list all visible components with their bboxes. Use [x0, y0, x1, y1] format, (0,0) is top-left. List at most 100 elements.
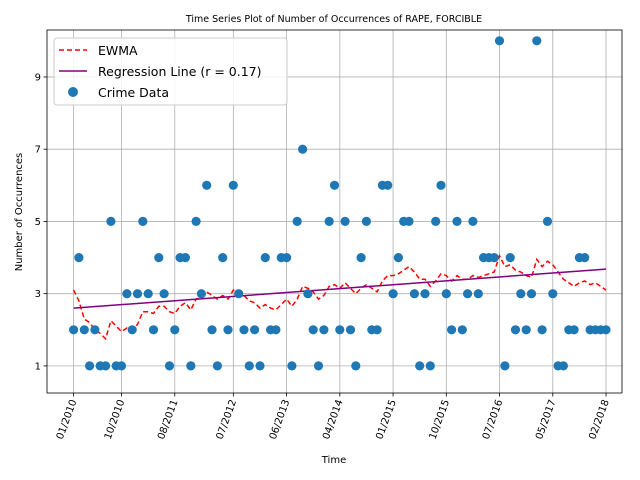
data-point: [143, 289, 153, 299]
data-point: [431, 216, 441, 226]
y-tick-label: 9: [35, 72, 41, 83]
data-point: [308, 325, 318, 335]
data-point: [580, 253, 590, 263]
data-point: [138, 216, 148, 226]
data-point: [69, 325, 79, 335]
data-point: [239, 325, 249, 335]
plot-frame: [46, 29, 623, 394]
legend-ewma-label: EWMA: [98, 43, 138, 58]
data-point: [180, 253, 190, 263]
y-tick-label: 5: [35, 217, 41, 228]
data-point: [521, 325, 531, 335]
x-axis-label: Time: [321, 455, 346, 466]
data-point: [351, 361, 361, 371]
data-point: [122, 289, 132, 299]
legend-crime-data-label: Crime Data: [98, 85, 169, 100]
data-point: [409, 289, 419, 299]
data-point: [372, 325, 382, 335]
data-point: [191, 216, 201, 226]
data-point: [228, 180, 238, 190]
data-point: [85, 361, 95, 371]
data-point: [425, 361, 435, 371]
data-point: [532, 36, 542, 46]
data-point: [526, 289, 537, 299]
data-point: [260, 253, 270, 263]
data-point: [282, 253, 292, 263]
data-point: [601, 325, 611, 335]
y-tick-label: 3: [35, 289, 41, 300]
data-point: [116, 361, 127, 371]
data-point: [468, 216, 478, 226]
data-point: [415, 361, 425, 371]
data-point: [452, 216, 462, 226]
data-point: [340, 216, 350, 226]
data-point: [74, 253, 84, 263]
data-point: [500, 361, 510, 371]
data-point: [345, 325, 356, 335]
data-point: [90, 325, 100, 335]
data-point: [159, 289, 169, 299]
data-point: [463, 289, 473, 299]
data-point: [303, 289, 313, 299]
legend-box: [53, 37, 288, 106]
data-point: [186, 361, 196, 371]
data-point: [271, 325, 281, 335]
data-point: [457, 325, 467, 335]
data-point: [329, 180, 340, 190]
legend-regression-label: Regression Line (r = 0.17): [98, 64, 262, 79]
data-point: [244, 361, 254, 371]
data-point: [383, 180, 393, 190]
regression-line: [73, 268, 607, 309]
data-point: [356, 253, 366, 263]
crime-data-series: [69, 36, 611, 371]
data-point: [436, 180, 446, 190]
data-point: [473, 289, 483, 299]
data-point: [494, 36, 505, 46]
y-axis-label: Number of Occurrences: [14, 153, 25, 272]
data-point: [537, 325, 547, 335]
data-point: [132, 289, 143, 299]
data-point: [148, 325, 159, 335]
data-point: [255, 361, 265, 371]
data-point: [516, 289, 526, 299]
data-point: [212, 361, 222, 371]
data-point: [292, 216, 302, 226]
data-point: [510, 325, 521, 335]
data-point: [393, 253, 403, 263]
data-point: [542, 216, 553, 226]
data-point: [324, 216, 334, 226]
data-point: [106, 216, 116, 226]
data-point: [223, 325, 233, 335]
data-point: [558, 361, 569, 371]
data-point: [79, 325, 89, 335]
y-tick-label: 1: [35, 361, 41, 372]
data-point: [218, 253, 228, 263]
data-point: [361, 216, 371, 226]
legend-crime-data-swatch: [68, 87, 78, 97]
data-point: [101, 361, 111, 371]
data-point: [234, 289, 244, 299]
data-point: [287, 361, 297, 371]
data-point: [441, 289, 451, 299]
data-point: [569, 325, 579, 335]
legend: EWMA Regression Line (r = 0.17) Crime Da…: [53, 37, 288, 106]
data-point: [298, 144, 308, 154]
data-point: [447, 325, 457, 335]
data-point: [207, 325, 217, 335]
data-point: [250, 325, 260, 335]
y-axis-ticks: 1 3 5 7 9: [35, 72, 47, 372]
data-point: [404, 216, 414, 226]
data-point: [313, 361, 324, 371]
data-point: [127, 325, 137, 335]
data-point: [154, 253, 164, 263]
data-point: [489, 253, 499, 263]
data-point: [202, 180, 212, 190]
chart-title: Time Series Plot of Number of Occurrence…: [185, 14, 482, 25]
regression-series: [73, 268, 607, 309]
data-point: [388, 289, 398, 299]
data-point: [420, 289, 430, 299]
data-point: [548, 289, 558, 299]
data-point: [335, 325, 345, 335]
data-point: [196, 289, 206, 299]
